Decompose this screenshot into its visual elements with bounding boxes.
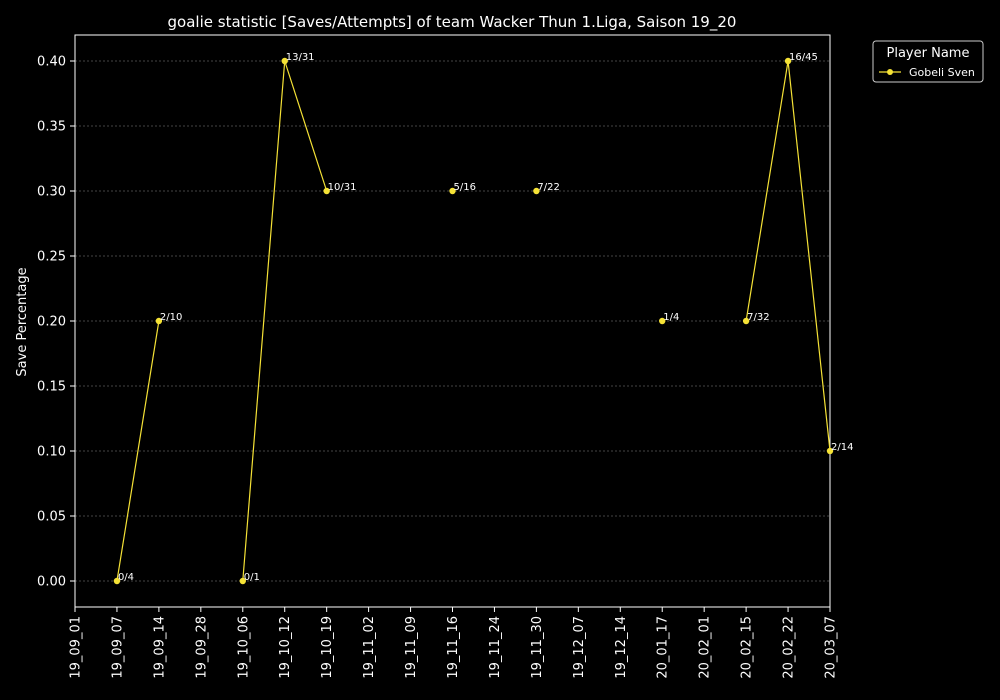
- data-label: 0/1: [244, 572, 260, 583]
- legend-entry-gobeli-sven: Gobeli Sven: [909, 66, 975, 79]
- series-line: [116, 320, 160, 582]
- y-tick-label: 0.35: [37, 120, 66, 135]
- data-point: [323, 187, 330, 195]
- x-tick-label: 19_09_07: [110, 616, 125, 679]
- chart-title: goalie statistic [Saves/Attempts] of tea…: [168, 13, 737, 32]
- data-label: 2/10: [160, 312, 182, 323]
- data-point: [826, 447, 834, 455]
- data-label: 7/32: [747, 312, 769, 323]
- data-point: [533, 187, 540, 195]
- x-tick-label: 19_10_06: [236, 616, 251, 679]
- y-tick-label: 0.40: [37, 55, 66, 70]
- x-tick-label: 19_09_01: [69, 616, 84, 679]
- y-axis-label: Save Percentage: [15, 267, 30, 376]
- x-tick-label: 19_10_12: [278, 616, 293, 679]
- y-tick-label: 0.30: [37, 185, 66, 200]
- data-label: 16/45: [789, 52, 818, 63]
- y-tick-label: 0.25: [37, 250, 66, 265]
- x-tick-label: 19_10_19: [320, 616, 335, 679]
- data-label: 7/22: [537, 182, 559, 193]
- data-label: 0/4: [118, 572, 134, 583]
- data-point: [239, 577, 246, 585]
- data-point: [742, 317, 750, 325]
- series-layer: 0/4 2/10 0/1 13/31 10/31 5/16 7/22 1/4 7/32 16/45…: [113, 52, 853, 585]
- x-tick-label: 19_11_24: [488, 616, 503, 679]
- x-tick-label: 19_12_14: [614, 616, 629, 679]
- x-tick-label: 19_09_14: [152, 616, 167, 679]
- data-label: 5/16: [454, 182, 476, 193]
- x-tick-label: 20_01_17: [656, 616, 671, 679]
- legend-title: Player Name: [887, 46, 970, 61]
- data-label: 2/14: [831, 442, 853, 453]
- x-tick-label: 20_02_15: [740, 616, 755, 679]
- y-tick-label: 0.20: [37, 315, 66, 330]
- x-tick-label: 20_02_22: [782, 616, 797, 679]
- axis-ticks: 0.00 0.05 0.10 0.15 0.20 0.25 0.30 0.35 0.40 19_0…: [37, 55, 838, 679]
- x-tick-label: 19_11_02: [362, 616, 377, 679]
- data-point: [784, 57, 792, 65]
- data-point: [659, 317, 666, 325]
- y-tick-label: 0.10: [37, 445, 66, 460]
- y-tick-label: 0.00: [37, 575, 66, 590]
- grid-lines: [75, 60, 830, 582]
- x-tick-label: 20_03_07: [824, 616, 839, 679]
- legend-marker-swatch: [887, 69, 893, 75]
- data-point: [155, 317, 163, 325]
- data-label: 10/31: [328, 182, 357, 193]
- x-tick-label: 19_12_07: [572, 616, 587, 679]
- y-tick-label: 0.15: [37, 380, 66, 395]
- data-point: [281, 57, 288, 65]
- data-point: [449, 187, 456, 195]
- x-tick-label: 19_11_16: [446, 616, 461, 679]
- legend: Player Name Gobeli Sven: [872, 40, 984, 83]
- data-label: 13/31: [286, 52, 315, 63]
- x-tick-label: 19_11_30: [530, 616, 545, 679]
- data-label: 1/4: [663, 312, 679, 323]
- y-tick-label: 0.05: [37, 510, 66, 525]
- x-tick-label: 20_02_01: [698, 616, 713, 679]
- data-point: [113, 577, 121, 585]
- x-tick-label: 19_11_09: [404, 616, 419, 679]
- x-tick-label: 19_09_28: [194, 616, 209, 679]
